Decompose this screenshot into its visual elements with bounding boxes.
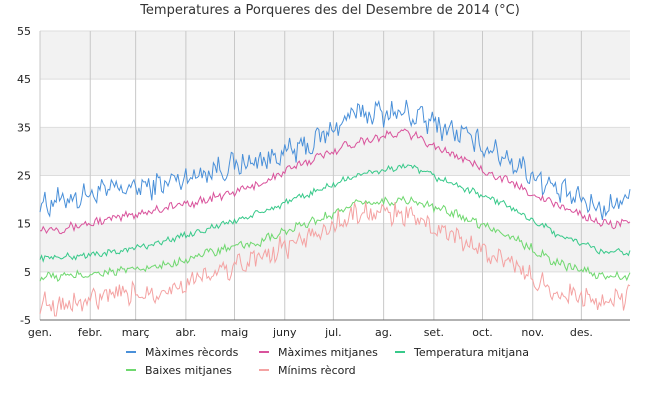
x-tick-label: des.: [570, 326, 593, 339]
chart-title: Temperatures a Porqueres des del Desembr…: [140, 3, 520, 18]
x-tick-label: gen.: [28, 326, 52, 339]
x-tick-label: juny: [272, 326, 297, 339]
y-tick-label: 45: [17, 73, 31, 86]
legend-swatch: [126, 351, 136, 353]
legend-item-minims-record[interactable]: Mínims rècord: [259, 364, 356, 377]
background-band: [40, 31, 630, 80]
x-axis-tick-labels: gen. febr. març abr. maig juny jul. ag. set. oct.…: [28, 326, 593, 339]
x-tick-label: abr.: [176, 326, 197, 339]
series-line-4: [39, 201, 631, 317]
legend-item-baixes-mitjanes[interactable]: Baixes mitjanes: [126, 364, 232, 377]
legend-swatch: [259, 351, 269, 353]
temperature-chart: -5 5 15 25 35 45 55 gen. febr. març abr. maig juny j…: [17, 25, 631, 339]
month-gridlines: [39, 31, 582, 320]
legend-label: Baixes mitjanes: [145, 364, 232, 377]
background-band: [40, 127, 630, 176]
x-tick-label: maig: [221, 326, 249, 339]
x-tick-label: març: [122, 326, 150, 339]
legend-label: Màximes rècords: [145, 346, 239, 359]
background-bands: [40, 31, 630, 320]
series-line-0: [39, 99, 631, 221]
legend-label: Màximes mitjanes: [278, 346, 378, 359]
x-tick-label: ag.: [375, 326, 392, 339]
x-tick-label: nov.: [521, 326, 544, 339]
y-tick-label: -5: [20, 314, 31, 327]
legend-swatch: [259, 369, 269, 371]
legend-item-temperatura-mitjana[interactable]: Temperatura mitjana: [395, 346, 529, 359]
y-tick-label: 25: [17, 170, 31, 183]
series-lines: [39, 99, 631, 317]
y-tick-label: 5: [24, 266, 31, 279]
x-tick-label: febr.: [78, 326, 103, 339]
x-tick-label: jul.: [324, 326, 342, 339]
legend-swatch: [395, 351, 405, 353]
series-line-1: [40, 128, 631, 235]
background-band: [40, 79, 630, 128]
x-tick-label: set.: [424, 326, 444, 339]
chart-legend: Màximes rècords Màximes mitjanes Tempera…: [0, 343, 660, 383]
legend-label: Temperatura mitjana: [414, 346, 529, 359]
series-line-2: [39, 162, 631, 263]
legend-label: Mínims rècord: [278, 364, 356, 377]
legend-item-maximes-records[interactable]: Màximes rècords: [126, 346, 238, 359]
legend-swatch: [126, 369, 136, 371]
x-tick-label: oct.: [472, 326, 493, 339]
y-axis-tick-labels: -5 5 15 25 35 45 55: [17, 25, 31, 327]
y-tick-label: 55: [17, 25, 31, 38]
legend-item-maximes-mitjanes[interactable]: Màximes mitjanes: [259, 346, 378, 359]
y-tick-label: 15: [17, 218, 31, 231]
y-tick-label: 35: [17, 121, 31, 134]
series-line-3: [39, 195, 631, 283]
